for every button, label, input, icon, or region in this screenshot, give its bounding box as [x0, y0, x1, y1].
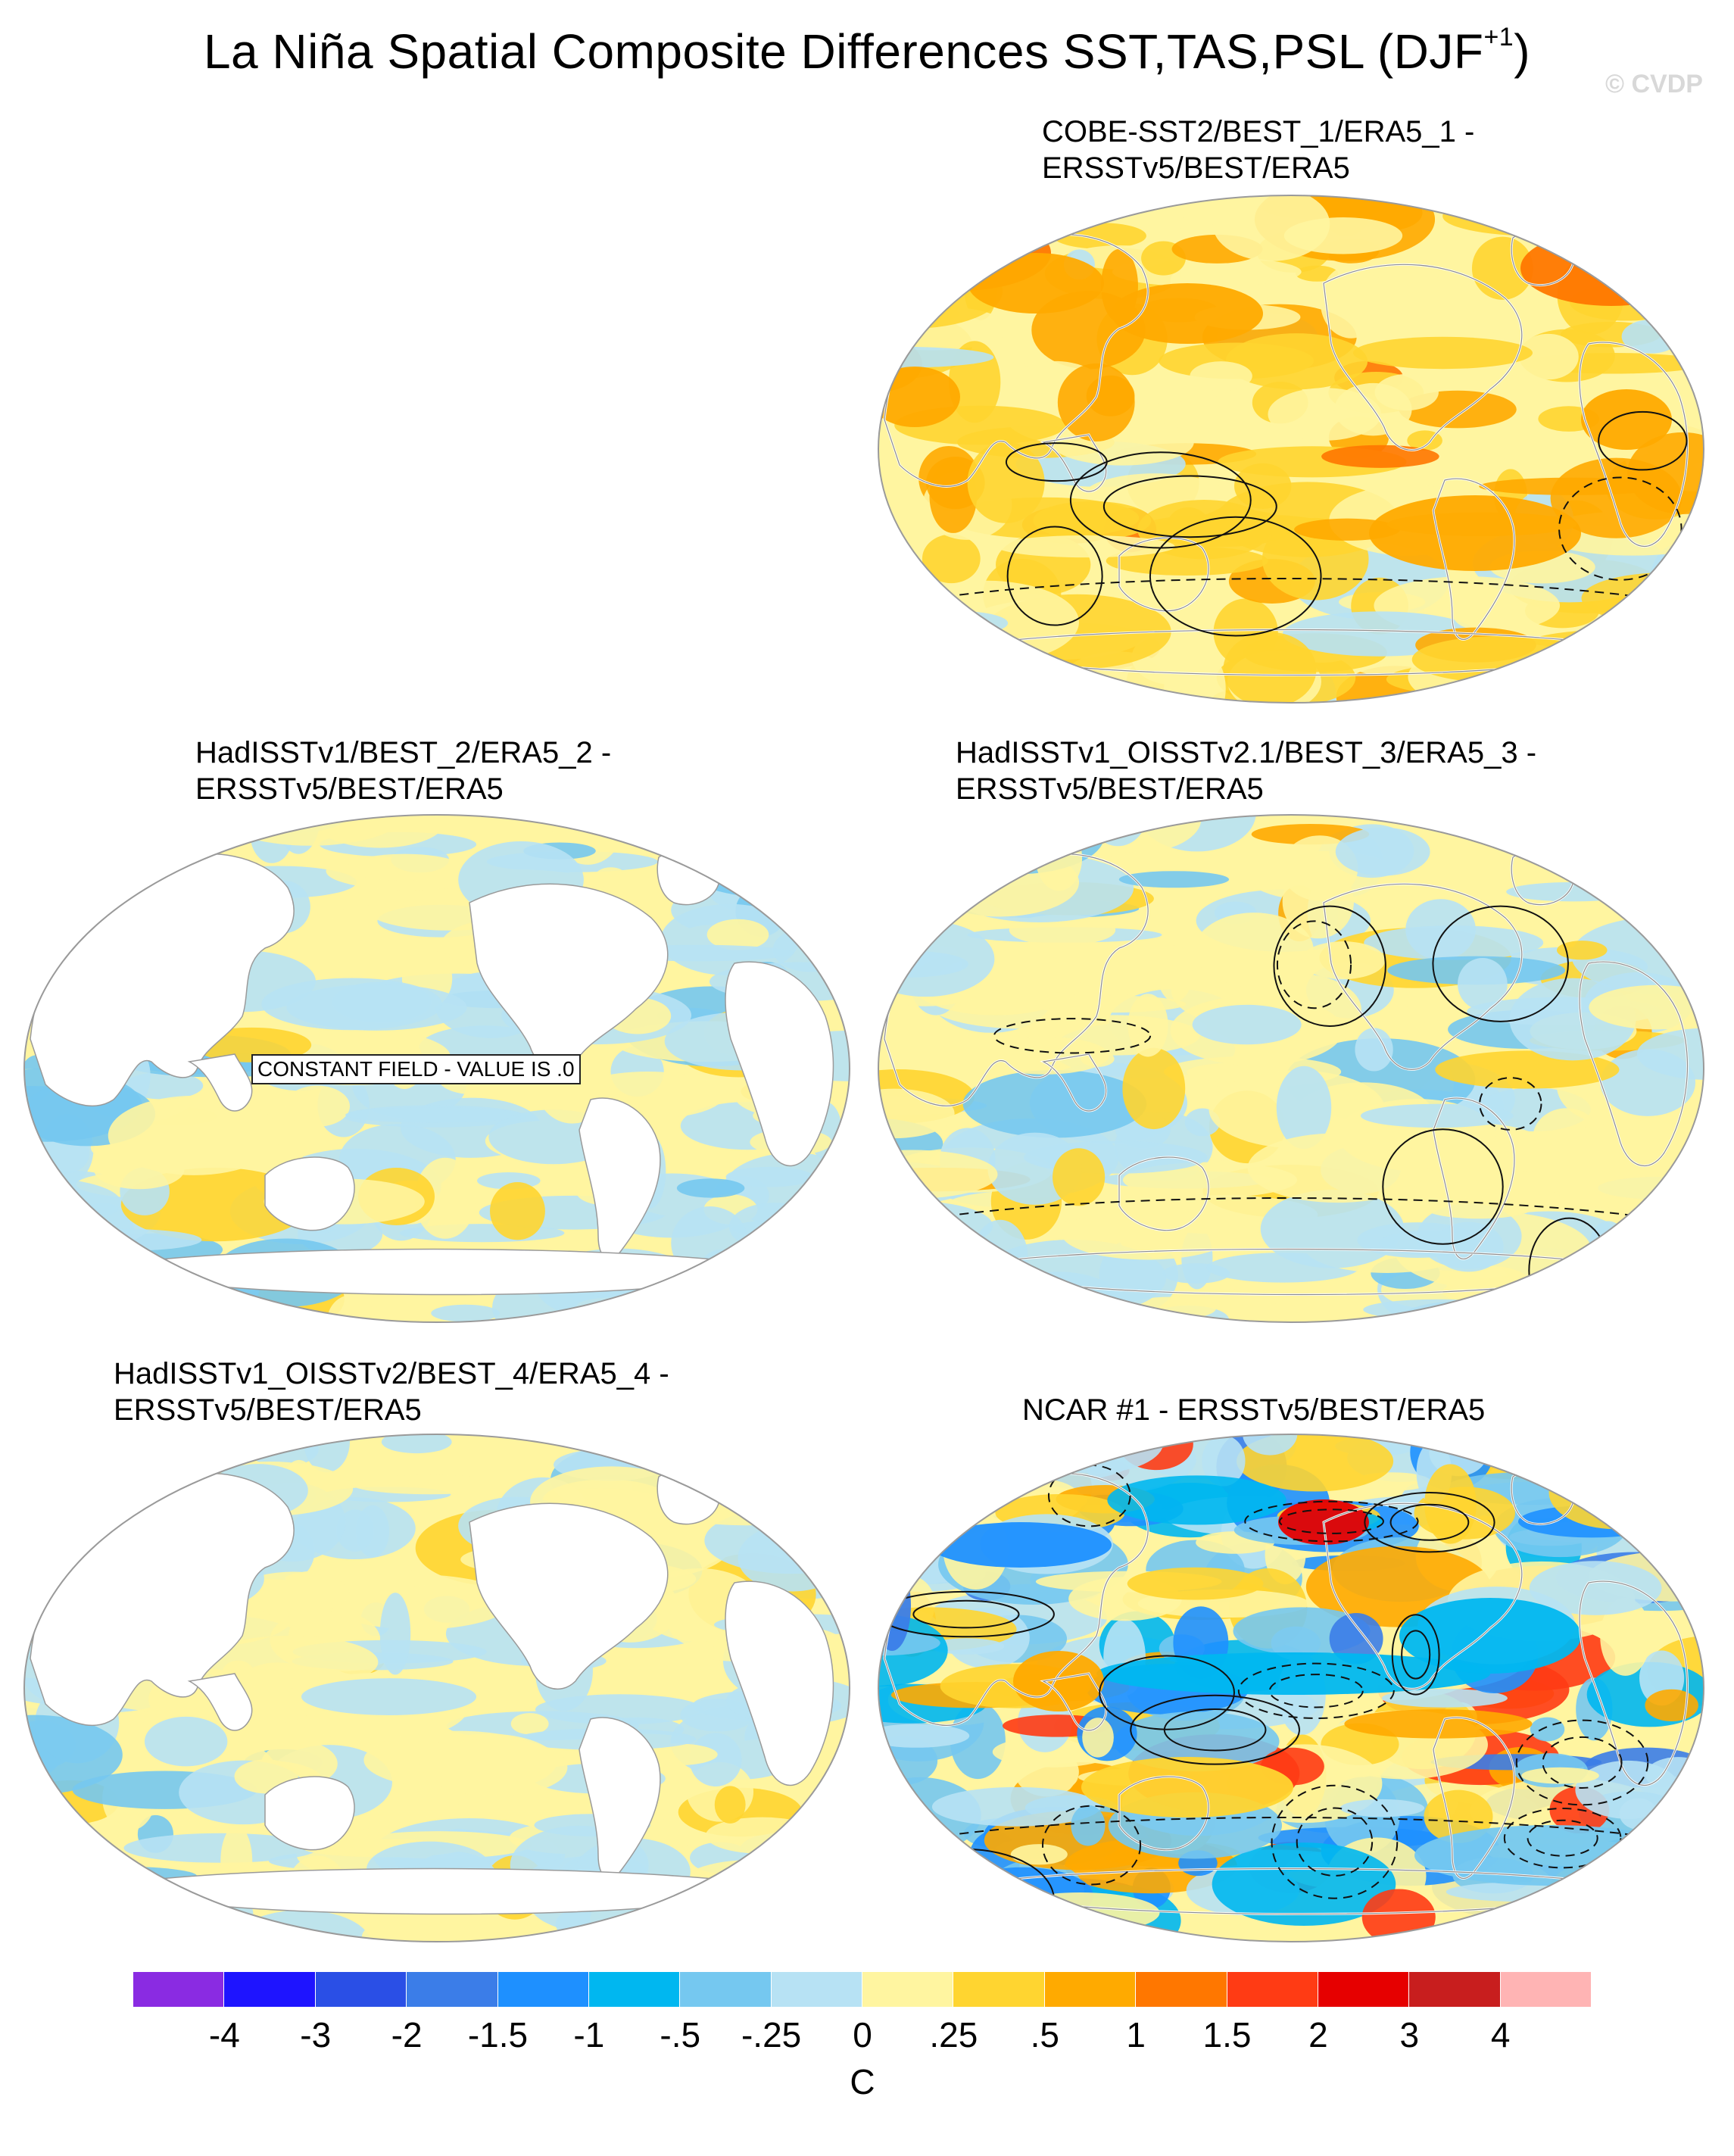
- colorbar-swatch: [1136, 1972, 1227, 2007]
- colorbar-swatch: [133, 1972, 225, 2007]
- colorbar-tick-labels: -4 -3 -2 -1.5 -1 -.5 -.25 0 .25 .5 1 1.5 2 3 4: [133, 2014, 1592, 2060]
- panel-4-map: [23, 1434, 850, 1942]
- colorbar-swatch: [588, 1972, 681, 2007]
- panel-5-title: NCAR #1 - ERSSTv5/BEST/ERA5: [1022, 1393, 1486, 1427]
- colorbar: [133, 1972, 1592, 2007]
- colorbar-tick-label: -3: [300, 2015, 332, 2055]
- figure-title: La Niña Spatial Composite Differences SS…: [203, 23, 1531, 79]
- panel-5-map: [878, 1434, 1704, 1942]
- colorbar-tick-label: 4: [1490, 2015, 1511, 2055]
- colorbar-swatch: [771, 1972, 862, 2007]
- colorbar-tick-label: 3: [1399, 2015, 1420, 2055]
- colorbar-tick-label: -4: [208, 2015, 240, 2055]
- panel-1-title: COBE-SST2/BEST_1/ERA5_1 - ERSSTv5/BEST/E…: [1042, 115, 1475, 185]
- panel-2-title: HadISSTv1/BEST_2/ERA5_2 - ERSSTv5/BEST/E…: [195, 736, 612, 806]
- colorbar-tick-label: .25: [929, 2015, 978, 2055]
- panel-2-map: [23, 814, 850, 1323]
- colorbar-swatch: [1500, 1972, 1592, 2007]
- panel-3-title: HadISSTv1_OISSTv2.1/BEST_3/ERA5_3 - ERSS…: [956, 736, 1537, 806]
- colorbar-swatch: [1044, 1972, 1137, 2007]
- panel-3-map: [878, 814, 1704, 1323]
- colorbar-tick-label: -1.5: [467, 2015, 529, 2055]
- colorbar-swatch: [315, 1972, 407, 2007]
- colorbar-swatch: [224, 1972, 316, 2007]
- colorbar-tick-label: 1: [1126, 2015, 1146, 2055]
- colorbar-swatch: [497, 1972, 589, 2007]
- constant-field-label: CONSTANT FIELD - VALUE IS .0: [251, 1054, 581, 1084]
- colorbar-swatch: [680, 1972, 772, 2007]
- panel-4-title: HadISSTv1_OISSTv2/BEST_4/ERA5_4 - ERSSTv…: [114, 1357, 669, 1427]
- cvdp-watermark: © CVDP: [1605, 70, 1703, 98]
- map-field: [878, 815, 1704, 1322]
- colorbar-tick-label: 0: [853, 2015, 872, 2055]
- colorbar-tick-label: -2: [391, 2015, 423, 2055]
- colorbar-swatch: [407, 1972, 498, 2007]
- map-field: [24, 1434, 850, 1942]
- colorbar-unit: C: [850, 2062, 875, 2101]
- colorbar-swatch: [1227, 1972, 1318, 2007]
- panel-1-map: [878, 195, 1704, 704]
- colorbar-tick-label: .5: [1030, 2015, 1059, 2055]
- colorbar-tick-label: 1.5: [1202, 2015, 1252, 2055]
- colorbar-swatch: [1409, 1972, 1501, 2007]
- map-field: [878, 195, 1704, 703]
- colorbar-swatch: [953, 1972, 1045, 2007]
- colorbar-swatch: [1318, 1972, 1410, 2007]
- colorbar-tick-label: -.5: [660, 2015, 701, 2055]
- colorbar-tick-label: -.25: [741, 2015, 802, 2055]
- colorbar-tick-label: -1: [573, 2015, 605, 2055]
- map-field: [878, 1434, 1704, 1942]
- colorbar-tick-label: 2: [1308, 2015, 1328, 2055]
- colorbar-swatch: [862, 1972, 954, 2007]
